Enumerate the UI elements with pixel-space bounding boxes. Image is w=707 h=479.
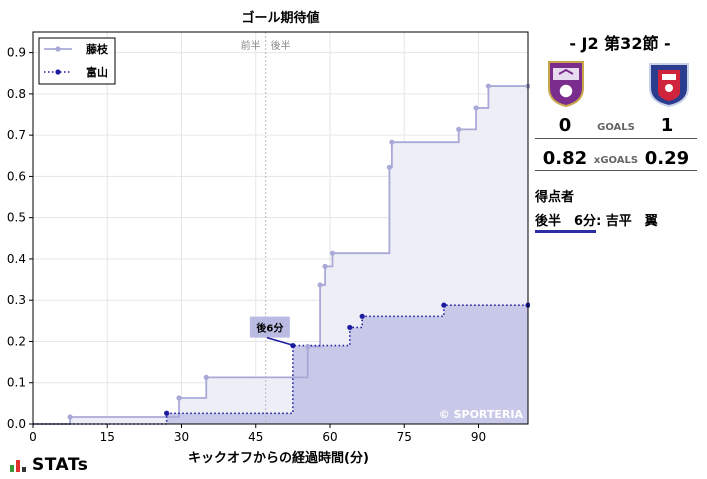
match-panel: - J2 第32節 - 0 GOALS 1 0.82 xGOALS 0.29 得… <box>533 0 707 479</box>
point-fujieda <box>322 263 328 269</box>
scorer-half: 後半 <box>535 214 562 229</box>
point-toyama <box>290 343 296 349</box>
annotation-arrow <box>266 336 292 346</box>
point-fujieda <box>67 414 73 420</box>
y-tick-label: 0.4 <box>7 252 26 266</box>
scorer-half-minute: 後半 6分 <box>535 214 597 233</box>
x-tick-label: 0 <box>29 430 37 444</box>
x-tick-label: 60 <box>322 430 337 444</box>
scorer-minute: 6分 <box>574 214 597 229</box>
point-fujieda <box>203 374 209 380</box>
goals-row: 0 GOALS 1 <box>535 114 697 139</box>
legend-label-fujieda: 藤枝 <box>86 42 109 56</box>
y-tick-label: 0.7 <box>7 128 26 142</box>
x-tick-label: 45 <box>248 430 263 444</box>
y-tick-label: 0.0 <box>7 417 26 431</box>
chart-title: ゴール期待値 <box>241 10 319 26</box>
point-toyama <box>347 324 353 331</box>
xg-row: 0.82 xGOALS 0.29 <box>535 146 697 171</box>
toyama-crest-icon <box>649 63 689 108</box>
point-fujieda <box>386 164 392 170</box>
legend-marker-fujieda <box>55 46 61 52</box>
area-toyama <box>33 305 528 424</box>
legend-marker-toyama <box>55 69 61 75</box>
x-tick-label: 90 <box>471 430 486 444</box>
match-title: - J2 第32節 - <box>569 34 671 53</box>
scorers-title: 得点者 <box>535 190 575 205</box>
point-fujieda <box>473 105 479 111</box>
point-fujieda <box>485 83 491 89</box>
xg-label: xGOALS <box>593 155 639 166</box>
x-tick-label: 15 <box>100 430 115 444</box>
away-xg: 0.29 <box>644 148 690 169</box>
goals-label: GOALS <box>597 122 635 133</box>
watermark: © SPORTERIA <box>439 408 524 421</box>
y-tick-label: 0.9 <box>7 46 26 60</box>
annotation-box <box>249 316 290 338</box>
y-tick-label: 0.1 <box>7 376 26 390</box>
scorer-item: 後半 6分: 吉平 翼 <box>535 210 658 233</box>
away-goals: 1 <box>660 115 674 136</box>
point-fujieda <box>305 343 311 350</box>
y-tick-label: 0.5 <box>7 211 26 225</box>
point-fujieda <box>317 282 323 288</box>
line-fujieda <box>33 85 528 425</box>
brand-name: STATs <box>32 455 89 475</box>
point-toyama <box>359 313 365 319</box>
y-tick-label: 0.3 <box>7 293 26 307</box>
x-tick-label: 75 <box>397 430 412 444</box>
point-fujieda <box>176 395 182 401</box>
point-toyama <box>441 302 447 308</box>
legend-box <box>38 37 116 85</box>
scorer-name: : 吉平 翼 <box>596 214 658 229</box>
halftime-second-label: 後半 <box>271 39 291 52</box>
bar-logo-icon <box>10 460 26 472</box>
home-xg: 0.82 <box>542 148 588 169</box>
plot-frame <box>32 31 529 425</box>
point-fujieda <box>456 126 462 132</box>
point-toyama <box>164 410 170 416</box>
point-fujieda <box>389 139 395 145</box>
x-tick-label: 30 <box>174 430 189 444</box>
legend-label-toyama: 富山 <box>86 65 108 79</box>
home-goals: 0 <box>558 115 572 136</box>
y-tick-label: 0.6 <box>7 169 26 183</box>
line-toyama <box>33 304 528 425</box>
point-fujieda <box>329 250 336 256</box>
y-tick-label: 0.2 <box>7 334 26 348</box>
annotation-label: 後6分 <box>256 322 283 335</box>
x-axis-label: キックオフからの経過時間(分) <box>188 450 369 466</box>
y-tick-label: 0.8 <box>7 87 26 101</box>
fujieda-crest-icon <box>548 61 584 108</box>
halftime-first-label: 前半 <box>241 39 261 52</box>
